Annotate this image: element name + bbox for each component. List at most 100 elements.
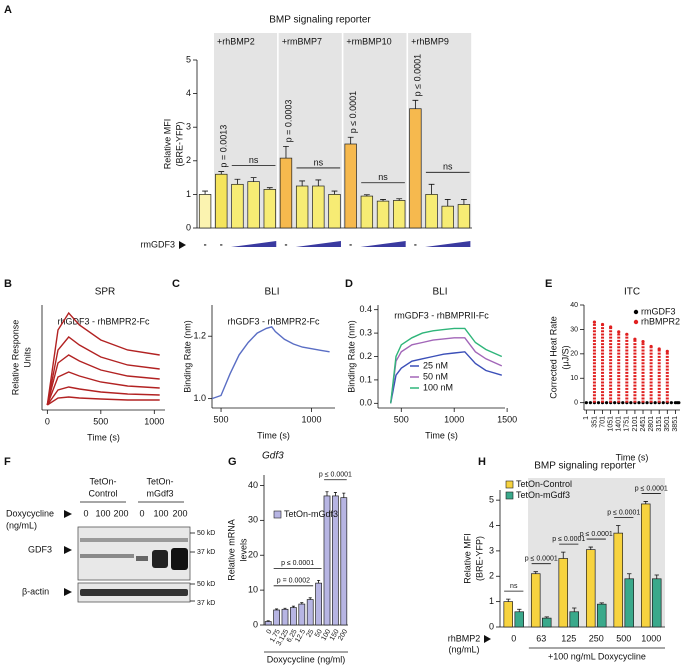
point xyxy=(625,332,629,403)
legend-swatch xyxy=(505,480,514,489)
legend-swatch xyxy=(633,319,639,325)
legend-label: TetOn-mGdf3 xyxy=(284,509,338,519)
x-tick-label: 1000 xyxy=(641,633,661,643)
blot-treatment-label: (ng/mL) xyxy=(6,520,37,530)
group-label: +rhBMP2 xyxy=(217,36,255,46)
point-dot xyxy=(657,347,661,351)
point-dot xyxy=(604,401,609,405)
point xyxy=(621,401,625,405)
bar xyxy=(457,204,471,229)
point-dot xyxy=(653,401,657,405)
x-tick-label: 2451 xyxy=(640,416,647,432)
chart-subtitle: rmGDF3 - rhBMPRII-Fc xyxy=(394,310,489,320)
western-blot: TetOn- Control TetOn- mGdf3 Doxycycline … xyxy=(6,476,215,606)
line-series xyxy=(211,325,330,400)
y-tick-label: 4 xyxy=(186,88,191,98)
y-tick-label: 30 xyxy=(570,326,578,333)
y-tick-label: 1 xyxy=(186,189,191,199)
error-bar xyxy=(283,607,287,610)
legend-label: 25 nM xyxy=(423,360,448,370)
x-tick-label: 125 xyxy=(561,633,576,643)
bar xyxy=(306,599,314,626)
band-label: GDF3 xyxy=(28,544,52,554)
chart-title: BLI xyxy=(264,287,279,298)
point-dot xyxy=(613,401,617,405)
bar xyxy=(247,181,260,229)
error-bar xyxy=(654,574,659,579)
x-tick-label: - xyxy=(220,239,223,249)
blot-treatment-label: Doxycycline xyxy=(6,508,54,518)
bar xyxy=(530,573,541,628)
bar xyxy=(558,558,568,628)
error-bar xyxy=(363,194,370,197)
chart-title: ITC xyxy=(624,287,640,298)
bar xyxy=(298,603,306,626)
chart-subtitle: rhGDF3 - rhBMPR2-Fc xyxy=(57,316,150,326)
point xyxy=(657,347,661,403)
error-bar xyxy=(299,180,306,186)
legend-label: rmGDF3 xyxy=(641,306,676,316)
y-tick-label: 1 xyxy=(489,596,494,606)
annotation: p ≤ 0.0001 xyxy=(525,556,558,563)
band xyxy=(171,548,188,570)
point-dot xyxy=(669,401,673,405)
y-axis-label: levels xyxy=(238,538,248,562)
bar xyxy=(290,607,297,626)
annotation: p ≤ 0.0001 xyxy=(607,509,640,516)
error-bar xyxy=(333,492,337,496)
x-tick-label: 0 xyxy=(266,628,274,635)
band-label: β-actin xyxy=(22,586,49,596)
point xyxy=(596,401,601,405)
point-dot xyxy=(665,349,669,353)
point-dot xyxy=(633,337,637,341)
x-axis-label: (ng/mL) xyxy=(448,644,479,654)
error-bar xyxy=(218,171,225,175)
point-dot xyxy=(661,401,665,405)
error-bar xyxy=(325,491,329,496)
y-axis-label: (BRE-YFP) xyxy=(474,536,484,581)
y-axis-label: Relative MFI xyxy=(162,119,172,170)
lane-label: 0 xyxy=(139,508,144,518)
x-tick-label: 1000 xyxy=(301,414,321,424)
bar xyxy=(231,183,244,229)
bar xyxy=(215,173,228,229)
annotation: p ≤ 0.0001 xyxy=(413,54,423,96)
line-series xyxy=(46,396,160,406)
dose-wedge xyxy=(230,241,277,247)
error-bar xyxy=(202,190,208,195)
x-tick-label: 1051 xyxy=(607,416,614,432)
error-bar xyxy=(308,597,312,600)
point-dot xyxy=(641,340,645,344)
error-bar xyxy=(544,616,549,619)
x-tick-label: 3851 xyxy=(672,416,679,432)
y-tick-label: 3 xyxy=(489,545,494,555)
blot-group-label: TetOn- xyxy=(146,476,173,486)
point xyxy=(604,401,609,405)
y-tick-label: 20 xyxy=(570,351,578,358)
point-dot xyxy=(584,401,588,405)
band xyxy=(152,550,168,568)
chart-title: BMP signaling reporter xyxy=(269,15,371,26)
bar xyxy=(281,608,289,626)
y-tick-label: 0.0 xyxy=(359,398,372,408)
x-axis-label: rhBMP2 xyxy=(448,633,481,643)
lane-label: 200 xyxy=(172,508,187,518)
panel-letter: E xyxy=(545,278,552,290)
y-tick-label: 0 xyxy=(186,222,191,232)
panel-letter: C xyxy=(172,278,180,290)
annotation: ns xyxy=(443,162,453,172)
bar xyxy=(264,621,272,626)
arrow xyxy=(64,546,72,554)
panel-letter: D xyxy=(345,278,353,290)
arrow xyxy=(484,635,491,643)
y-axis-label: Relative mRNA xyxy=(226,519,236,581)
x-axis-label: Time (s) xyxy=(87,432,120,442)
x-tick-label: 351 xyxy=(591,416,598,428)
point-dot xyxy=(588,401,592,405)
x-tick-label: 0 xyxy=(511,633,516,643)
y-tick-label: 0 xyxy=(574,400,578,407)
bar xyxy=(328,194,341,229)
error-bar xyxy=(266,187,273,190)
lane-label: 0 xyxy=(83,508,88,518)
